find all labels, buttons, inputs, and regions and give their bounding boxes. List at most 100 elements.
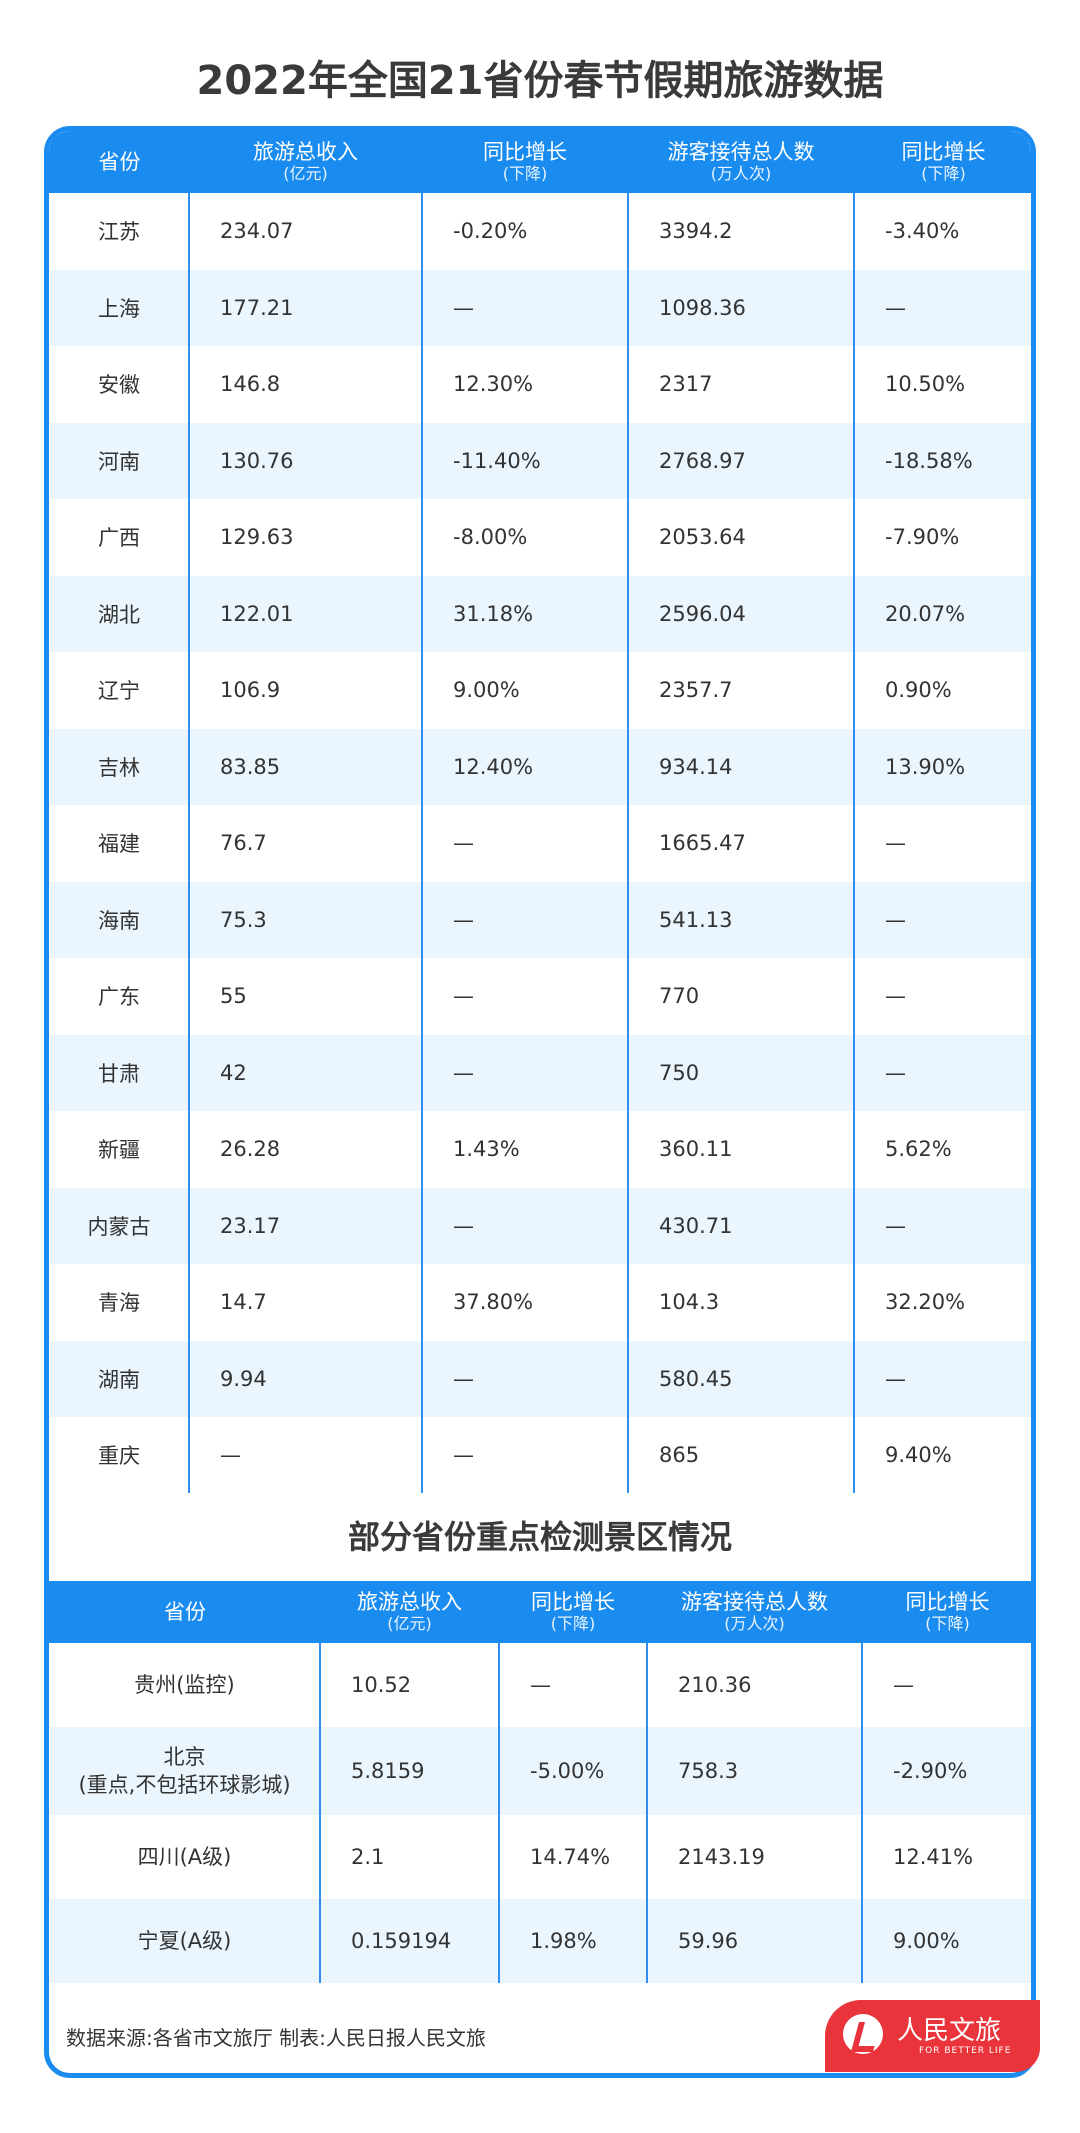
- value-cell: -5.00%: [498, 1727, 647, 1815]
- column-header-label: 同比增长: [905, 1590, 990, 1614]
- value-cell: 1665.47: [627, 805, 854, 882]
- column-header-unit: (亿元): [387, 1614, 432, 1633]
- value-cell: 2768.97: [627, 422, 854, 499]
- value-cell: 12.40%: [421, 728, 628, 805]
- table-row: 宁夏(A级) 0.159194 1.98% 59.96 9.00%: [50, 1899, 1031, 1983]
- table-frame: 省份 旅游总收入 (亿元) 同比增长 (下降) 游客接待总人数 (万人次) 同比增长 (下降) …: [44, 126, 1036, 2078]
- value-cell: -7.90%: [853, 499, 1031, 576]
- province-name: 四川(A级): [137, 1845, 232, 1869]
- value-cell: 76.7: [188, 805, 422, 882]
- table-row: 青海 14.7 37.80% 104.3 32.20%: [50, 1264, 1031, 1341]
- value-cell: 5.62%: [853, 1111, 1031, 1188]
- province-cell: 四川(A级): [50, 1815, 320, 1899]
- column-header-unit: (下降): [925, 1614, 970, 1633]
- table-row: 贵州(监控) 10.52—210.36—: [50, 1643, 1031, 1727]
- value-cell: —: [853, 1340, 1031, 1417]
- province-cell: 湖北: [50, 575, 189, 652]
- table-row: 甘肃 42—750—: [50, 1034, 1031, 1111]
- value-cell: 1098.36: [627, 269, 854, 346]
- value-cell: 2596.04: [627, 575, 854, 652]
- value-cell: —: [853, 269, 1031, 346]
- value-cell: —: [853, 1034, 1031, 1111]
- value-cell: —: [188, 1417, 422, 1494]
- table-row: 上海 177.21—1098.36—: [50, 269, 1031, 346]
- value-cell: -3.40%: [853, 193, 1031, 270]
- value-cell: —: [498, 1643, 647, 1727]
- value-cell: 13.90%: [853, 728, 1031, 805]
- province-cell: 新疆: [50, 1111, 189, 1188]
- column-header-unit: (亿元): [283, 164, 328, 183]
- logo-slogan: FOR BETTER LIFE: [919, 2046, 1012, 2056]
- value-cell: 3394.2: [627, 193, 854, 270]
- value-cell: 55: [188, 958, 422, 1035]
- value-cell: —: [853, 805, 1031, 882]
- table-row: 重庆 — —865 9.40%: [50, 1417, 1031, 1494]
- value-cell: —: [421, 881, 628, 958]
- province-cell: 广东: [50, 958, 189, 1035]
- table-row: 北京 (重点,不包括环球影城) 5.8159 -5.00% 758.3 -2.90%: [50, 1727, 1031, 1815]
- value-cell: 14.74%: [498, 1815, 647, 1899]
- table-row: 河南 130.76 -11.40% 2768.97 -18.58%: [50, 422, 1031, 499]
- province-name: 北京: [163, 1745, 206, 1769]
- province-cell: 青海: [50, 1264, 189, 1341]
- province-cell: 江苏: [50, 193, 189, 270]
- table-row: 江苏 234.07 -0.20% 3394.2 -3.40%: [50, 193, 1031, 270]
- column-header: 旅游总收入 (亿元): [319, 1581, 499, 1643]
- province-cell: 甘肃: [50, 1034, 189, 1111]
- section-title: 部分省份重点检测景区情况: [49, 1493, 1031, 1581]
- province-cell: 北京 (重点,不包括环球影城): [50, 1727, 320, 1815]
- column-header: 同比增长 (下降): [853, 131, 1031, 193]
- value-cell: —: [853, 881, 1031, 958]
- value-cell: 14.7: [188, 1264, 422, 1341]
- value-cell: 12.30%: [421, 346, 628, 423]
- column-header: 省份: [49, 1581, 320, 1643]
- province-cell: 重庆: [50, 1417, 189, 1494]
- value-cell: 5.8159: [319, 1727, 499, 1815]
- province-cell: 宁夏(A级): [50, 1899, 320, 1983]
- table-row: 广东 55—770—: [50, 958, 1031, 1035]
- province-table: 省份 旅游总收入 (亿元) 同比增长 (下降) 游客接待总人数 (万人次) 同比增长 (下降) …: [49, 131, 1031, 1494]
- logo-icon: [843, 2014, 883, 2054]
- province-name: 贵州(监控): [134, 1673, 235, 1697]
- column-header-label: 省份: [98, 150, 141, 174]
- column-header: 游客接待总人数 (万人次): [646, 1581, 862, 1643]
- value-cell: 770: [627, 958, 854, 1035]
- source-note: 数据来源:各省市文旅厅 制表:人民日报人民文旅: [66, 2026, 486, 2050]
- province-cell: 河南: [50, 422, 189, 499]
- value-cell: 10.52: [319, 1643, 499, 1727]
- value-cell: -0.20%: [421, 193, 628, 270]
- column-header-unit: (万人次): [724, 1614, 785, 1633]
- province-cell: 福建: [50, 805, 189, 882]
- value-cell: 37.80%: [421, 1264, 628, 1341]
- table-row: 湖北 122.01 31.18% 2596.04 20.07%: [50, 575, 1031, 652]
- value-cell: 2053.64: [627, 499, 854, 576]
- province-cell: 内蒙古: [50, 1187, 189, 1264]
- column-header: 同比增长 (下降): [421, 131, 628, 193]
- province-cell: 辽宁: [50, 652, 189, 729]
- value-cell: 20.07%: [853, 575, 1031, 652]
- value-cell: 129.63: [188, 499, 422, 576]
- value-cell: 234.07: [188, 193, 422, 270]
- value-cell: 865: [627, 1417, 854, 1494]
- value-cell: —: [861, 1643, 1031, 1727]
- value-cell: 2.1: [319, 1815, 499, 1899]
- province-cell: 湖南: [50, 1340, 189, 1417]
- value-cell: —: [421, 958, 628, 1035]
- value-cell: 26.28: [188, 1111, 422, 1188]
- value-cell: 106.9: [188, 652, 422, 729]
- table-row: 湖南 9.94—580.45—: [50, 1340, 1031, 1417]
- column-header-label: 同比增长: [531, 1590, 615, 1614]
- column-header: 同比增长 (下降): [861, 1581, 1031, 1643]
- value-cell: 9.00%: [861, 1899, 1031, 1983]
- value-cell: 934.14: [627, 728, 854, 805]
- value-cell: 0.90%: [853, 652, 1031, 729]
- value-cell: -18.58%: [853, 422, 1031, 499]
- value-cell: 23.17: [188, 1187, 422, 1264]
- value-cell: 59.96: [646, 1899, 862, 1983]
- value-cell: 360.11: [627, 1111, 854, 1188]
- province-cell: 上海: [50, 269, 189, 346]
- province-note: (重点,不包括环球影城): [78, 1773, 291, 1797]
- column-header: 旅游总收入 (亿元): [188, 131, 422, 193]
- table-row: 安徽 146.8 12.30% 2317 10.50%: [50, 346, 1031, 423]
- column-header-unit: (下降): [921, 164, 966, 183]
